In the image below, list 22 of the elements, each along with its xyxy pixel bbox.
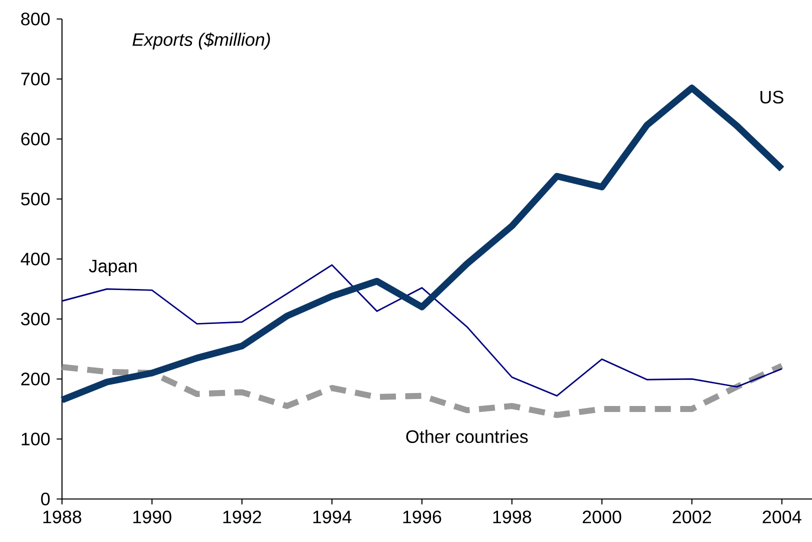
x-tick-label: 1988 (43, 510, 82, 524)
x-tick-label: 1996 (403, 510, 442, 524)
x-tick-label: 1990 (133, 510, 172, 524)
y-tick-label: 200 (21, 372, 50, 386)
x-tick-label: 1994 (313, 510, 352, 524)
y-tick-label: 500 (21, 192, 50, 206)
x-tick-label: 2002 (672, 510, 711, 524)
y-tick-label: 700 (21, 72, 50, 86)
y-tick-label: 300 (21, 312, 50, 326)
x-tick-label: 2004 (762, 510, 802, 524)
x-tick-label: 2000 (582, 510, 622, 524)
series-label: Other countries (406, 430, 528, 444)
y-tick-label: 400 (20, 252, 50, 266)
series-label: Japan (88, 260, 137, 276)
y-tick-label: 100 (22, 432, 50, 446)
y-tick-label: 600 (21, 132, 50, 146)
x-tick-label: 1992 (223, 510, 262, 524)
y-tick-label: 800 (21, 12, 50, 26)
series-label: US (760, 90, 784, 104)
y-tick-label: 0 (41, 492, 50, 506)
x-tick-label: 1998 (493, 510, 532, 524)
y-axis-title: Exports ($million) (132, 32, 270, 50)
